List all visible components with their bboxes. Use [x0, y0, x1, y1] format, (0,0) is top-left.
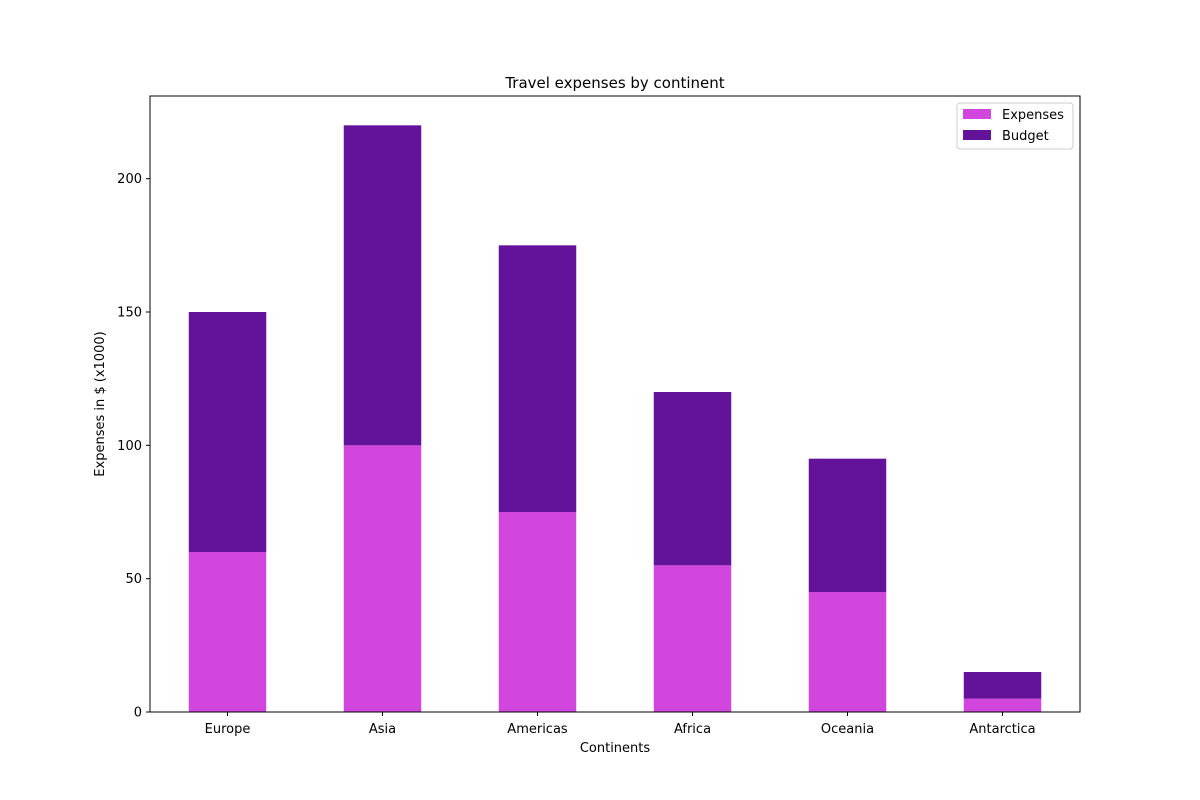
x-tick-label: Antarctica	[969, 722, 1035, 737]
legend-label-budget: Budget	[1002, 129, 1049, 144]
x-tick-label: Oceania	[821, 722, 874, 737]
bar-budget-asia	[343, 125, 422, 446]
x-tick-label: Asia	[369, 722, 396, 737]
y-tick-label: 150	[117, 306, 142, 321]
bar-budget-americas	[498, 245, 577, 513]
y-tick-label: 200	[117, 172, 142, 187]
bar-expenses-asia	[343, 445, 422, 712]
legend-swatch-expenses	[963, 109, 991, 119]
bar-expenses-africa	[653, 565, 732, 712]
legend-swatch-budget	[963, 130, 991, 140]
y-axis-ticks: 0 50 100 150 200	[117, 172, 150, 721]
chart-title: Travel expenses by continent	[504, 74, 724, 92]
bar-budget-europe	[188, 312, 267, 552]
x-tick-label: Americas	[507, 722, 568, 737]
y-tick-label: 0	[134, 706, 142, 721]
bar-expenses-americas	[498, 512, 577, 712]
bar-budget-oceania	[808, 458, 887, 592]
bar-expenses-oceania	[808, 592, 887, 712]
bars-layer	[188, 125, 1042, 712]
x-tick-label: Europe	[205, 722, 251, 737]
plot-frame	[149, 95, 1081, 713]
y-axis-label: Expenses in $ (x1000)	[93, 331, 108, 476]
legend-label-expenses: Expenses	[1002, 108, 1064, 123]
y-tick-label: 50	[125, 572, 142, 587]
bar-budget-antarctica	[963, 672, 1042, 699]
bar-budget-africa	[653, 392, 732, 566]
x-axis-ticks: Europe Asia Americas Africa Oceania Antarctic…	[205, 712, 1036, 737]
x-axis-label: Continents	[580, 741, 651, 756]
x-tick-label: Africa	[674, 722, 711, 737]
legend: Expenses Budget	[956, 102, 1074, 150]
bar-expenses-europe	[188, 552, 267, 712]
bar-expenses-antarctica	[963, 698, 1042, 712]
y-tick-label: 100	[117, 439, 142, 454]
